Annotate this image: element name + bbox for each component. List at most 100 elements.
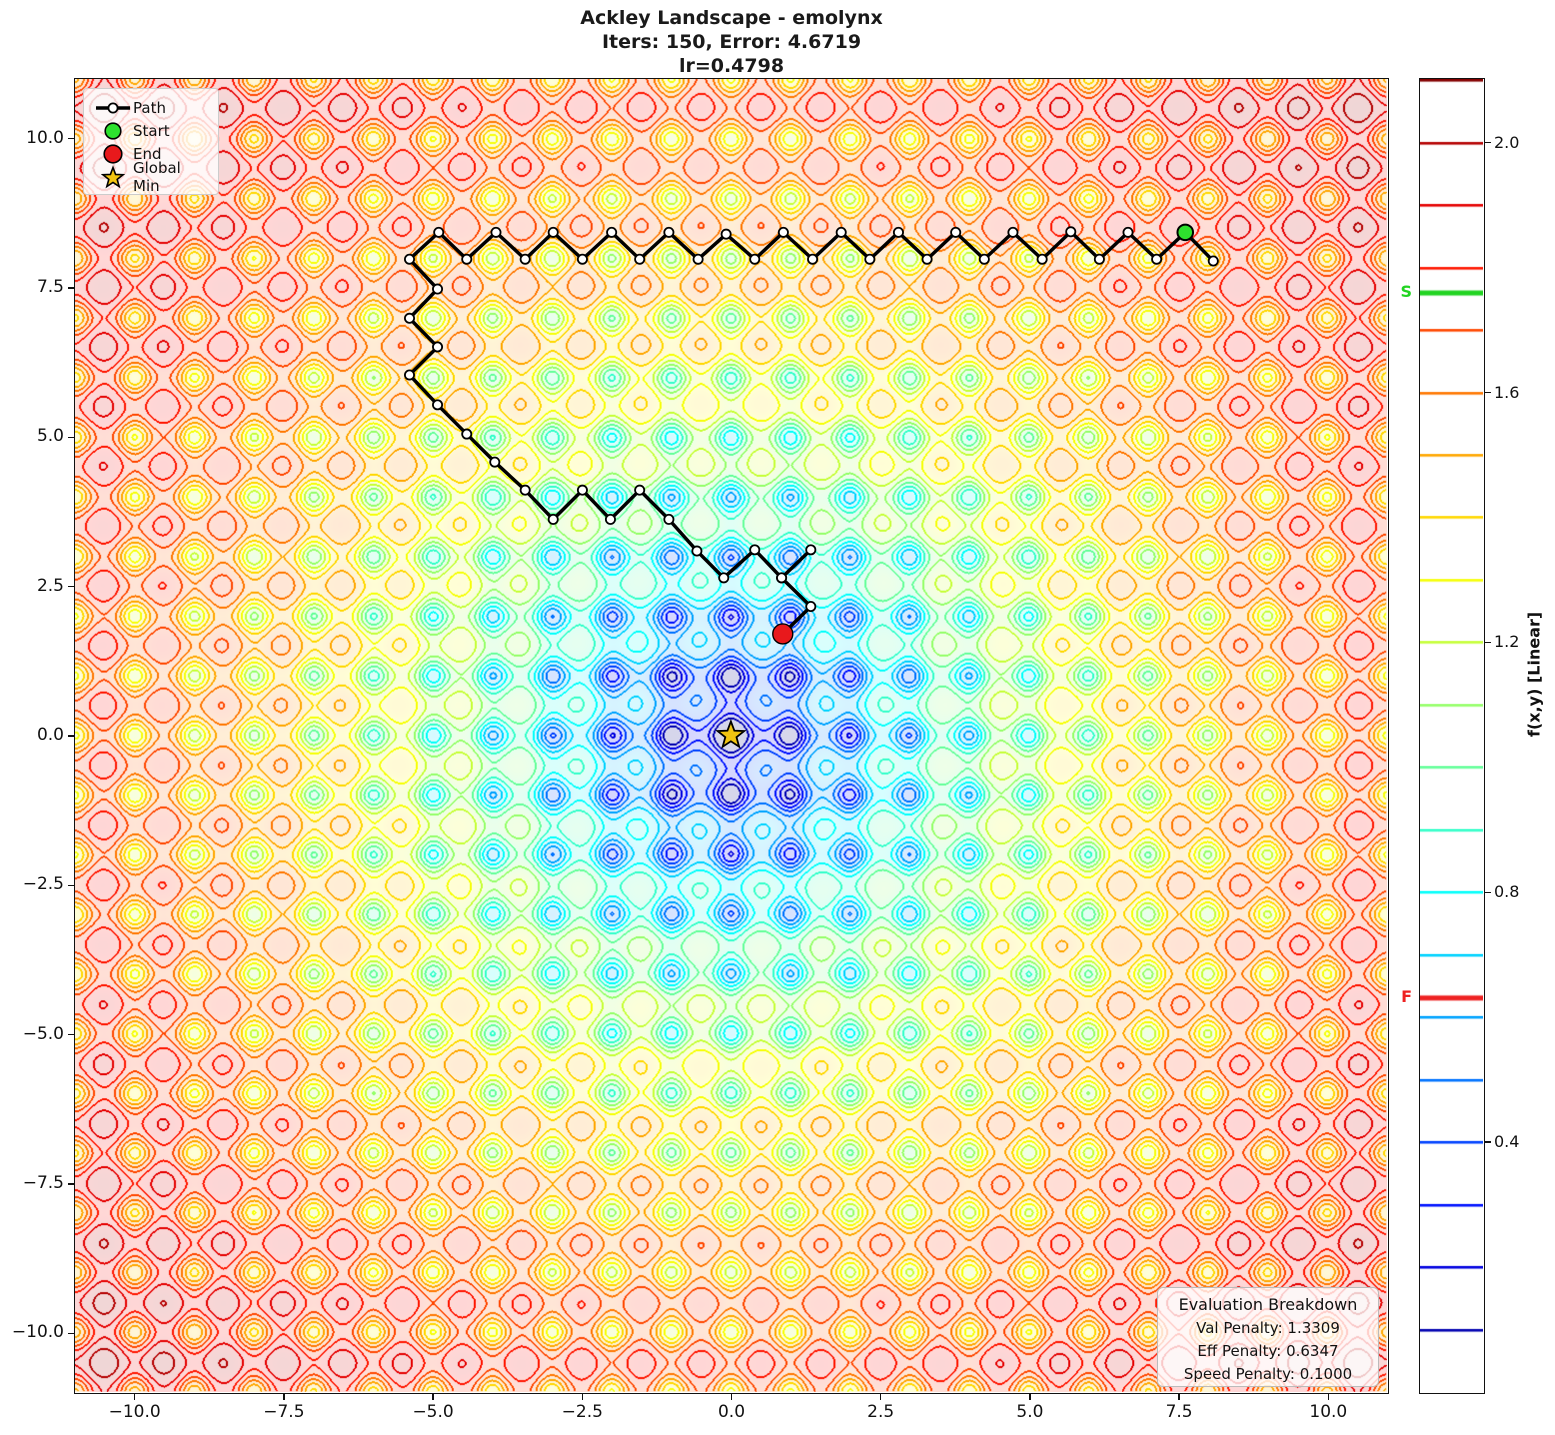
y-tick-label: 0.0 bbox=[36, 725, 64, 745]
path-vertex-marker bbox=[547, 226, 559, 238]
path-vertex-marker bbox=[432, 283, 444, 295]
y-tick-mark bbox=[68, 585, 74, 588]
path-vertex-marker bbox=[461, 428, 473, 440]
global-min-star bbox=[715, 718, 747, 749]
path-vertex-marker bbox=[1151, 253, 1163, 265]
colorbar-tick-label: 1.6 bbox=[1494, 382, 1520, 402]
path-vertex-marker bbox=[892, 226, 904, 238]
path-vertex-marker bbox=[634, 253, 646, 265]
path-vertex-marker bbox=[864, 253, 876, 265]
path-vertex-marker bbox=[1036, 253, 1048, 265]
colorbar-tick-label: 0.8 bbox=[1494, 882, 1520, 902]
path-vertex-marker bbox=[489, 456, 501, 468]
colorbar-tick-mark bbox=[1485, 1141, 1491, 1143]
path-vertex-marker bbox=[776, 572, 788, 584]
colorbar-start-marker-label: S bbox=[1400, 281, 1412, 301]
x-tick-mark bbox=[879, 1394, 882, 1400]
evaluation-breakdown-title: Evaluation Breakdown bbox=[1178, 1295, 1358, 1314]
path-vertex-marker bbox=[663, 226, 675, 238]
path-vertex-marker bbox=[404, 369, 416, 381]
path-vertex-marker bbox=[749, 253, 761, 265]
path-vertex-marker bbox=[461, 253, 473, 265]
x-tick-mark bbox=[133, 1394, 136, 1400]
y-tick-label: 2.5 bbox=[36, 575, 64, 596]
legend-item-path: Path bbox=[93, 96, 209, 119]
y-tick-label: −7.5 bbox=[22, 1172, 64, 1193]
path-vertex-marker bbox=[1207, 255, 1219, 267]
x-tick-mark bbox=[581, 1394, 584, 1400]
y-tick-mark bbox=[68, 735, 74, 737]
path-vertex-marker bbox=[404, 312, 416, 324]
path-vertex-marker bbox=[604, 513, 616, 525]
path-vertex-marker bbox=[718, 572, 730, 584]
path-vertex-marker bbox=[1007, 226, 1019, 238]
x-tick-label: −5.0 bbox=[412, 1402, 454, 1422]
y-tick-mark bbox=[68, 1332, 74, 1335]
y-tick-mark bbox=[68, 1033, 74, 1036]
colorbar-end-marker-label: F bbox=[1401, 987, 1412, 1007]
colorbar-tick-mark bbox=[1485, 641, 1491, 644]
y-tick-mark bbox=[68, 884, 74, 887]
legend-label-start: Start bbox=[133, 121, 170, 140]
x-tick-label: 7.5 bbox=[1165, 1402, 1193, 1422]
path-vertex-marker bbox=[404, 253, 416, 265]
legend-item-global-min: Global Min bbox=[93, 159, 209, 195]
global-min-legend-icon bbox=[93, 164, 133, 189]
title-line-2: Iters: 150, Error: 4.6719 bbox=[601, 31, 862, 53]
val-penalty-line: Val Penalty: 1.3309 bbox=[1196, 1319, 1340, 1337]
end-marker bbox=[772, 623, 794, 645]
colorbar-tick-mark bbox=[1485, 391, 1491, 394]
path-vertex-marker bbox=[1065, 226, 1077, 238]
eff-penalty-line: Eff Penalty: 0.6347 bbox=[1197, 1342, 1339, 1360]
path-vertex-marker bbox=[490, 226, 502, 238]
path-vertex-marker bbox=[777, 226, 789, 238]
x-tick-mark bbox=[432, 1394, 434, 1400]
y-tick-label: −10.0 bbox=[11, 1322, 64, 1343]
path-vertex-marker bbox=[634, 484, 646, 496]
path-vertex-marker bbox=[950, 226, 962, 238]
evaluation-breakdown-box: Evaluation Breakdown Val Penalty: 1.3309… bbox=[1157, 1287, 1379, 1387]
path-vertex-marker bbox=[749, 544, 761, 556]
legend-item-start: Start bbox=[93, 119, 209, 142]
title-line-1: Ackley Landscape - emolynx bbox=[580, 7, 883, 29]
legend-label-path: Path bbox=[133, 98, 166, 117]
optimization-path bbox=[407, 229, 1215, 636]
end-legend-icon bbox=[93, 143, 133, 165]
colorbar-tick-mark bbox=[1485, 141, 1491, 144]
x-tick-mark bbox=[1178, 1394, 1180, 1400]
start-marker bbox=[1176, 223, 1195, 242]
legend-label-end: End bbox=[133, 144, 162, 163]
colorbar-tick-label: 0.4 bbox=[1494, 1132, 1520, 1152]
path-vertex-marker bbox=[720, 228, 732, 240]
colorbar bbox=[1419, 78, 1485, 1394]
x-tick-label: −2.5 bbox=[561, 1402, 603, 1422]
colorbar-tick-label: 2.0 bbox=[1494, 132, 1520, 152]
path-vertex-marker bbox=[1093, 253, 1105, 265]
x-tick-label: −7.5 bbox=[263, 1402, 305, 1422]
path-vertex-marker bbox=[432, 341, 444, 353]
path-vertex-marker bbox=[519, 484, 531, 496]
y-tick-mark bbox=[68, 287, 74, 289]
x-tick-mark bbox=[283, 1394, 285, 1400]
x-tick-mark bbox=[1327, 1394, 1330, 1400]
title-line-3: lr=0.4798 bbox=[678, 55, 785, 77]
y-tick-mark bbox=[68, 436, 74, 439]
path-overlay bbox=[404, 223, 1219, 749]
path-vertex-marker bbox=[835, 226, 847, 238]
path-vertex-marker bbox=[692, 253, 704, 265]
path-vertex-marker bbox=[547, 513, 559, 525]
x-tick-label: −10.0 bbox=[108, 1402, 161, 1422]
colorbar-tick-mark bbox=[1485, 891, 1491, 894]
path-vertex-marker bbox=[576, 253, 588, 265]
path-vertex-marker bbox=[432, 399, 444, 411]
path-vertex-marker bbox=[805, 601, 817, 613]
path-vertex-marker bbox=[691, 545, 703, 557]
path-vertex-marker bbox=[978, 253, 990, 265]
legend: Path Start End Global Min bbox=[83, 88, 219, 195]
path-vertex-marker bbox=[606, 226, 618, 238]
y-tick-label: −5.0 bbox=[22, 1023, 64, 1044]
path-vertex-marker bbox=[519, 253, 531, 265]
start-legend-icon bbox=[93, 121, 133, 141]
colorbar-tick-label: 1.2 bbox=[1494, 632, 1520, 652]
